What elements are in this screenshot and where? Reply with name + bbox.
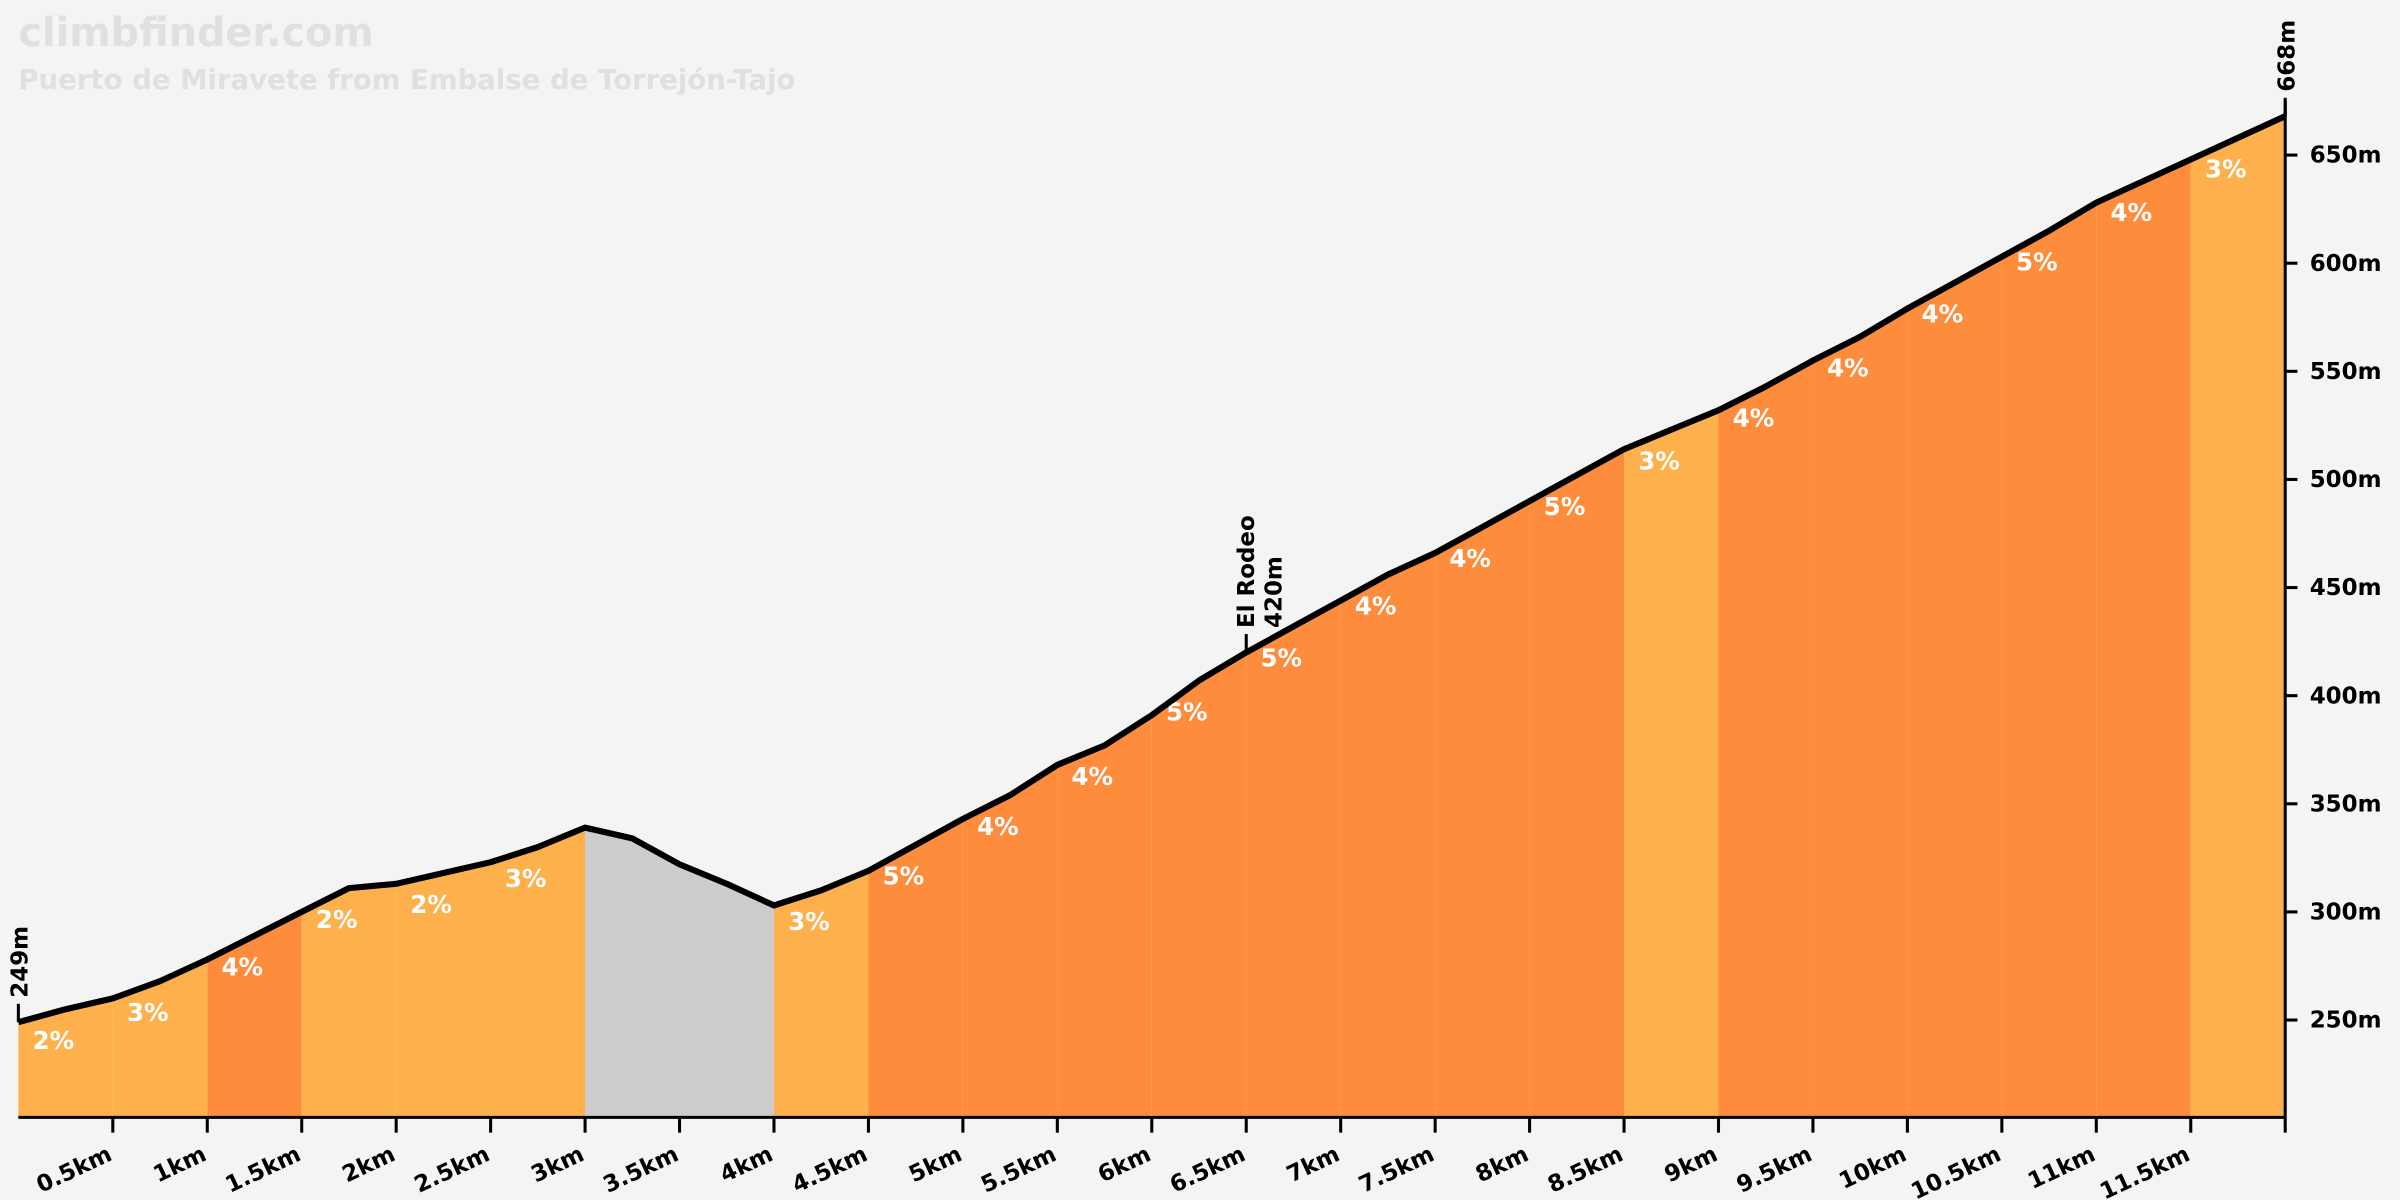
grade-label: 4% xyxy=(1072,762,1114,791)
annotation-label: 420m xyxy=(1261,556,1287,628)
grade-segment xyxy=(2190,116,2286,1118)
annotation-label: 668m xyxy=(2274,20,2300,92)
grade-label: 2% xyxy=(410,890,452,919)
y-tick-label: 350m xyxy=(2310,791,2382,817)
grade-segment xyxy=(1340,552,1436,1118)
grade-segment xyxy=(2096,159,2191,1118)
grade-label: 4% xyxy=(221,953,263,982)
grade-segment xyxy=(1246,600,1341,1118)
grade-label: 4% xyxy=(1733,403,1775,432)
grade-label: 5% xyxy=(1544,492,1586,521)
grade-segment xyxy=(585,827,680,1118)
y-tick-label: 300m xyxy=(2310,900,2382,926)
grade-label: 4% xyxy=(1922,299,1964,328)
chart-title: climbfinder.com xyxy=(18,10,373,56)
elevation-line xyxy=(17,113,2287,1026)
grade-segment xyxy=(2001,202,2097,1118)
grade-label: 5% xyxy=(1260,643,1302,672)
grade-label: 5% xyxy=(883,862,925,891)
grade-label: 4% xyxy=(2111,198,2153,227)
grade-segment xyxy=(679,864,774,1118)
grade-segment xyxy=(773,870,869,1118)
grade-segment xyxy=(301,883,397,1118)
grade-label: 4% xyxy=(1355,591,1397,620)
grade-label: 4% xyxy=(1827,354,1869,383)
grade-segment xyxy=(1907,256,2002,1118)
grade-segment xyxy=(868,818,963,1118)
grade-segment xyxy=(490,827,586,1118)
grade-label: 2% xyxy=(33,1026,75,1055)
annotation-label: 249m xyxy=(8,926,34,998)
grade-label: 4% xyxy=(977,812,1019,841)
grade-segment xyxy=(962,764,1058,1118)
grade-segment xyxy=(112,959,208,1118)
chart-subtitle: Puerto de Miravete from Embalse de Torre… xyxy=(18,64,795,96)
y-tick-label: 400m xyxy=(2310,683,2382,709)
grade-segment xyxy=(18,998,113,1118)
grade-segment xyxy=(1151,652,1247,1118)
grade-label: 3% xyxy=(788,907,830,936)
grade-segment xyxy=(1529,449,1625,1118)
grade-segment xyxy=(207,911,302,1118)
grade-label: 3% xyxy=(2205,155,2247,184)
grade-label: 4% xyxy=(1449,544,1491,573)
grade-label: 3% xyxy=(127,998,169,1027)
y-tick-label: 550m xyxy=(2310,359,2382,385)
grade-label: 2% xyxy=(316,905,358,934)
grade-label: 3% xyxy=(505,864,547,893)
grade-segment xyxy=(1057,715,1152,1118)
y-tick-label: 500m xyxy=(2310,467,2382,493)
y-tick-label: 600m xyxy=(2310,251,2382,277)
grade-label: 3% xyxy=(1638,447,1680,476)
grade-segment xyxy=(1812,308,1908,1118)
y-tick-label: 650m xyxy=(2310,143,2382,169)
grade-label: 5% xyxy=(2016,248,2058,277)
grade-segment xyxy=(396,862,491,1118)
grade-segment xyxy=(1718,360,1813,1118)
y-tick-label: 450m xyxy=(2310,575,2382,601)
y-tick-label: 250m xyxy=(2310,1008,2382,1034)
annotation-name: El Rodeo xyxy=(1234,515,1260,628)
grade-segment xyxy=(1624,410,1719,1118)
grade-segment xyxy=(1435,501,1530,1118)
